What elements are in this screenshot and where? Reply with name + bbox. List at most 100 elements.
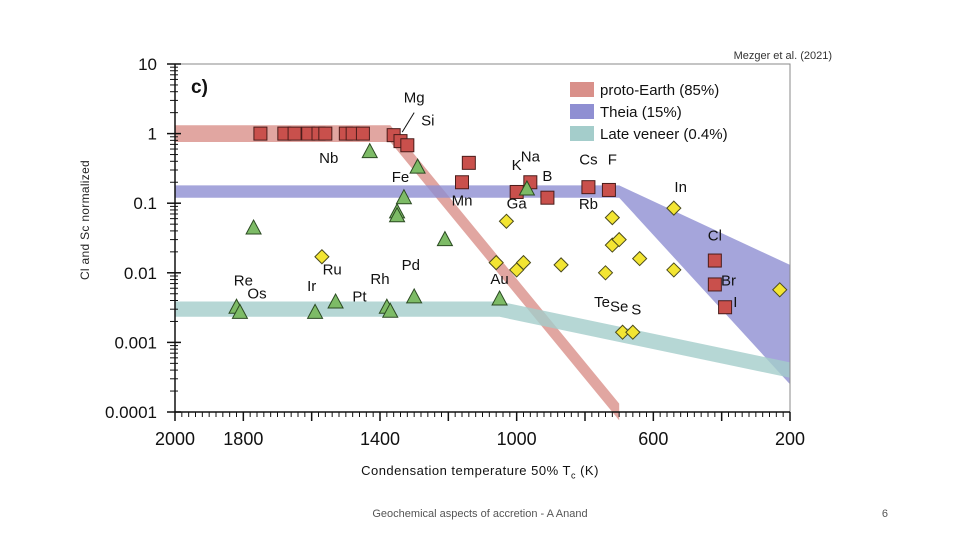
data-point-triangle — [245, 218, 262, 235]
element-label: Ga — [507, 195, 528, 212]
data-point-diamond — [625, 324, 641, 340]
legend-swatch — [570, 82, 594, 97]
legend-label: proto-Earth (85%) — [600, 82, 719, 99]
legend-label: Late veneer (0.4%) — [600, 126, 728, 143]
data-point-diamond — [614, 324, 631, 340]
data-point-triangle — [231, 303, 249, 319]
data-point-square — [400, 138, 415, 153]
data-point-diamond — [515, 254, 532, 271]
data-point-diamond — [314, 249, 330, 265]
element-label: In — [674, 179, 687, 196]
data-point-diamond — [666, 200, 682, 216]
data-point-square — [718, 300, 733, 315]
data-point-diamond — [631, 250, 648, 267]
element-label: Ir — [307, 278, 316, 295]
data-point-triangle — [306, 303, 324, 319]
page-number: 6 — [881, 508, 888, 520]
x-tick-label: 200 — [775, 429, 805, 449]
panel-label: c) — [191, 77, 208, 98]
element-label: Cl — [708, 228, 722, 245]
y-tick-label: 0.0001 — [105, 403, 157, 422]
element-label: Fe — [392, 169, 410, 186]
y-tick-label: 0.1 — [133, 194, 157, 213]
x-tick-label: 600 — [638, 429, 668, 449]
element-label: Si — [421, 113, 434, 130]
data-point-square — [461, 155, 476, 170]
data-point-triangle — [388, 206, 406, 223]
element-label: Mg — [404, 89, 425, 106]
element-label: Te — [594, 294, 610, 311]
element-label: Cs — [579, 151, 597, 168]
citation-credit: Mezger et al. (2021) — [733, 50, 832, 62]
data-point-triangle — [491, 289, 508, 306]
element-label: F — [608, 151, 617, 168]
data-point-diamond — [553, 257, 569, 273]
element-label: B — [542, 168, 552, 185]
legend-swatch — [570, 126, 594, 141]
x-axis-label: Condensation temperature 50% Tc (K) — [0, 463, 960, 481]
data-point-square — [601, 182, 616, 197]
element-label: Nb — [319, 150, 338, 167]
element-label: I — [733, 294, 737, 311]
data-point-diamond — [498, 213, 515, 229]
data-point-diamond — [772, 282, 788, 298]
legend-swatch — [570, 104, 594, 119]
x-axis-label-unit: (K) — [575, 463, 599, 478]
x-axis-label-subscript: c — [570, 470, 576, 481]
element-label: S — [631, 302, 641, 319]
data-point-triangle — [395, 188, 413, 205]
data-point-triangle — [327, 292, 344, 309]
data-point-square — [287, 126, 302, 141]
y-tick-label: 0.001 — [114, 333, 157, 352]
data-point-square — [581, 180, 596, 195]
x-tick-label: 1400 — [360, 429, 400, 449]
x-tick-label: 2000 — [155, 429, 195, 449]
axes-layer: 10 1 0.1 0.01 0.001 0.0001 2000 1800 1400 1000 600… — [105, 55, 805, 449]
data-point-square — [455, 175, 469, 190]
data-point-square — [355, 126, 370, 141]
element-label: Mn — [452, 193, 473, 210]
data-point-triangle — [361, 142, 379, 159]
element-label: Na — [521, 148, 541, 165]
element-label: Rh — [370, 271, 389, 288]
x-tick-label: 1800 — [223, 429, 263, 449]
element-label: Rb — [579, 196, 598, 213]
data-point-square — [253, 126, 268, 141]
element-label: Br — [721, 272, 736, 289]
bands-layer — [175, 125, 790, 421]
element-label: Pt — [352, 288, 367, 305]
legend: proto-Earth (85%) Theia (15%) Late veneer … — [570, 82, 728, 143]
y-tick-label: 0.01 — [124, 264, 157, 283]
data-point-diamond — [488, 254, 504, 271]
element-label: Se — [610, 298, 628, 315]
data-point-diamond — [597, 265, 614, 281]
element-label: Os — [247, 285, 266, 302]
data-point-diamond — [604, 209, 621, 226]
x-axis-label-main: Condensation temperature 50% T — [361, 463, 571, 478]
data-point-diamond — [611, 231, 627, 248]
footer-text: Geochemical aspects of accretion - A Ana… — [372, 508, 588, 520]
element-label: Ru — [323, 262, 342, 279]
data-point-square — [540, 190, 555, 205]
data-point-triangle — [405, 287, 423, 304]
x-tick-label: 1000 — [497, 429, 537, 449]
data-point-square — [707, 277, 722, 292]
data-point-diamond — [666, 262, 682, 278]
data-point-triangle — [409, 158, 426, 174]
label-leader-line — [401, 112, 415, 133]
data-point-triangle — [518, 179, 536, 196]
data-point-triangle — [436, 230, 454, 247]
element-label: Au — [490, 271, 508, 288]
y-tick-label: 1 — [148, 125, 157, 144]
element-label: Pd — [402, 257, 420, 274]
element-label: Re — [234, 272, 253, 289]
data-point-triangle — [381, 302, 399, 318]
points-layer — [228, 126, 788, 340]
y-tick-label: 10 — [138, 55, 157, 74]
data-point-square — [318, 126, 333, 141]
legend-label: Theia (15%) — [600, 104, 682, 121]
element-label: K — [512, 157, 522, 174]
